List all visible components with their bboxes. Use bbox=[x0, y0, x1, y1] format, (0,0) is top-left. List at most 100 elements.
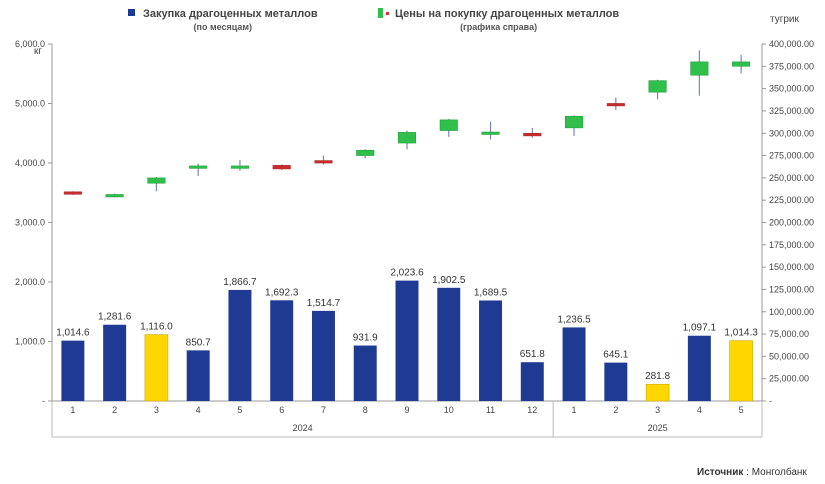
x-axis-tick-label: 5 bbox=[739, 405, 744, 415]
bar-value-label: 1,014.6 bbox=[56, 328, 90, 339]
right-axis-tick-label: 250,000.00 bbox=[769, 173, 814, 183]
bar bbox=[61, 340, 85, 401]
bar-value-label: 651.8 bbox=[520, 349, 545, 360]
legend-candle-icon bbox=[378, 8, 383, 18]
right-axis-tick-label: 100,000.00 bbox=[769, 307, 814, 317]
bar bbox=[687, 335, 711, 401]
candle-body bbox=[105, 194, 124, 198]
x-axis-tick-label: 4 bbox=[697, 405, 702, 415]
bar-value-label: 2,023.6 bbox=[390, 268, 424, 279]
bar bbox=[729, 340, 753, 402]
candle-body bbox=[523, 133, 542, 137]
bar-value-label: 1,689.5 bbox=[474, 287, 508, 298]
candle-body bbox=[272, 165, 291, 170]
x-axis-tick-label: 11 bbox=[486, 405, 495, 415]
left-axis-tick-label: 1,000.0 bbox=[15, 337, 45, 347]
bar bbox=[520, 362, 544, 401]
left-axis-tick-label: 5,000.0 bbox=[15, 99, 45, 109]
candle-body bbox=[606, 103, 625, 107]
bar bbox=[562, 327, 586, 401]
bar-value-label: 1,097.1 bbox=[683, 323, 717, 334]
right-axis-tick-label: 275,000.00 bbox=[769, 151, 814, 161]
candle-body bbox=[481, 131, 500, 135]
source-note: Источник : Монголбанк bbox=[697, 467, 807, 478]
bar-value-label: 1,514.7 bbox=[307, 298, 341, 309]
right-axis-tick-label: - bbox=[769, 396, 772, 406]
bar-value-label: 1,692.3 bbox=[265, 287, 299, 298]
candle-body bbox=[189, 165, 208, 169]
x-axis-group-label: 2025 bbox=[648, 423, 668, 433]
legend-bars: Закупка драгоценных металлов (по месяцам… bbox=[128, 8, 318, 32]
bar bbox=[395, 280, 419, 401]
bar bbox=[103, 324, 127, 401]
right-axis-tick-label: 400,000.00 bbox=[769, 39, 814, 49]
left-axis-tick-label: 2,000.0 bbox=[15, 277, 45, 287]
bar bbox=[437, 287, 461, 401]
legend-bars-sublabel: (по месяцам) bbox=[193, 22, 253, 32]
bar-value-label: 931.9 bbox=[353, 333, 378, 344]
bar bbox=[604, 362, 628, 401]
candle-body bbox=[356, 149, 375, 156]
legend-prices-sublabel: (графика справа) bbox=[460, 22, 538, 32]
x-axis-tick-label: 1 bbox=[572, 405, 577, 415]
right-axis-unit: тугрик bbox=[770, 14, 799, 25]
candle-body bbox=[63, 191, 82, 195]
bar-value-label: 1,014.3 bbox=[724, 328, 758, 339]
x-axis-tick-label: 3 bbox=[655, 405, 660, 415]
right-axis-tick-label: 125,000.00 bbox=[769, 284, 814, 294]
left-axis-tick-label: 4,000.0 bbox=[15, 158, 45, 168]
x-axis-group-label: 2024 bbox=[293, 423, 313, 433]
candle-body bbox=[565, 116, 584, 129]
x-axis-tick-label: 6 bbox=[279, 405, 284, 415]
bar bbox=[645, 383, 670, 402]
bar-value-label: 1,866.7 bbox=[223, 277, 257, 288]
x-axis-tick-label: 4 bbox=[196, 405, 201, 415]
source-label: Источник bbox=[697, 467, 744, 478]
left-axis-tick-label: 3,000.0 bbox=[15, 218, 45, 228]
bar bbox=[353, 345, 377, 401]
right-axis-tick-label: 350,000.00 bbox=[769, 84, 814, 94]
candle-body bbox=[690, 61, 709, 76]
right-axis-tick-label: 25,000.00 bbox=[769, 374, 809, 384]
legend-bars-label: Закупка драгоценных металлов bbox=[143, 8, 318, 20]
right-axis-tick-label: 175,000.00 bbox=[769, 240, 814, 250]
left-axis-unit: кг bbox=[34, 46, 43, 57]
bar-value-label: 1,281.6 bbox=[98, 312, 132, 323]
bar bbox=[270, 300, 294, 401]
source-value: : Монголбанк bbox=[743, 467, 807, 478]
candle-body bbox=[648, 80, 667, 93]
right-axis-tick-label: 300,000.00 bbox=[769, 128, 814, 138]
left-axis-tick-label: - bbox=[42, 396, 45, 406]
x-axis-tick-label: 3 bbox=[154, 405, 159, 415]
candle-body bbox=[230, 165, 249, 169]
x-axis-tick-label: 2 bbox=[112, 405, 117, 415]
right-axis-tick-label: 225,000.00 bbox=[769, 195, 814, 205]
right-axis-tick-label: 150,000.00 bbox=[769, 262, 814, 272]
x-axis-tick-label: 9 bbox=[404, 405, 409, 415]
bar bbox=[186, 350, 210, 401]
x-axis-tick-label: 12 bbox=[527, 405, 537, 415]
bar-value-label: 281.8 bbox=[645, 371, 670, 382]
bar bbox=[311, 310, 335, 401]
x-axis-tick-label: 5 bbox=[237, 405, 242, 415]
candle-body bbox=[439, 119, 458, 131]
x-axis-tick-label: 8 bbox=[363, 405, 368, 415]
legend-prices: Цены на покупку драгоценных металлов (гр… bbox=[378, 8, 619, 32]
legend-bars-swatch bbox=[128, 9, 135, 16]
bar bbox=[479, 300, 503, 401]
right-axis-tick-label: 375,000.00 bbox=[769, 61, 814, 71]
x-axis-tick-label: 7 bbox=[321, 405, 326, 415]
right-axis-tick-label: 50,000.00 bbox=[769, 351, 809, 361]
legend-prices-label: Цены на покупку драгоценных металлов bbox=[395, 8, 620, 20]
bar-value-label: 1,236.5 bbox=[557, 314, 591, 325]
bar bbox=[228, 289, 252, 401]
bar bbox=[144, 334, 169, 402]
x-axis-tick-label: 2 bbox=[613, 405, 618, 415]
bar-value-label: 645.1 bbox=[603, 350, 628, 361]
left-axis-tick-label: 6,000.0 bbox=[15, 39, 45, 49]
bar-value-label: 850.7 bbox=[186, 337, 211, 348]
candle-body bbox=[147, 177, 166, 184]
bar-value-label: 1,902.5 bbox=[432, 275, 466, 286]
x-axis-tick-label: 10 bbox=[444, 405, 454, 415]
x-axis-tick-label: 1 bbox=[70, 405, 75, 415]
